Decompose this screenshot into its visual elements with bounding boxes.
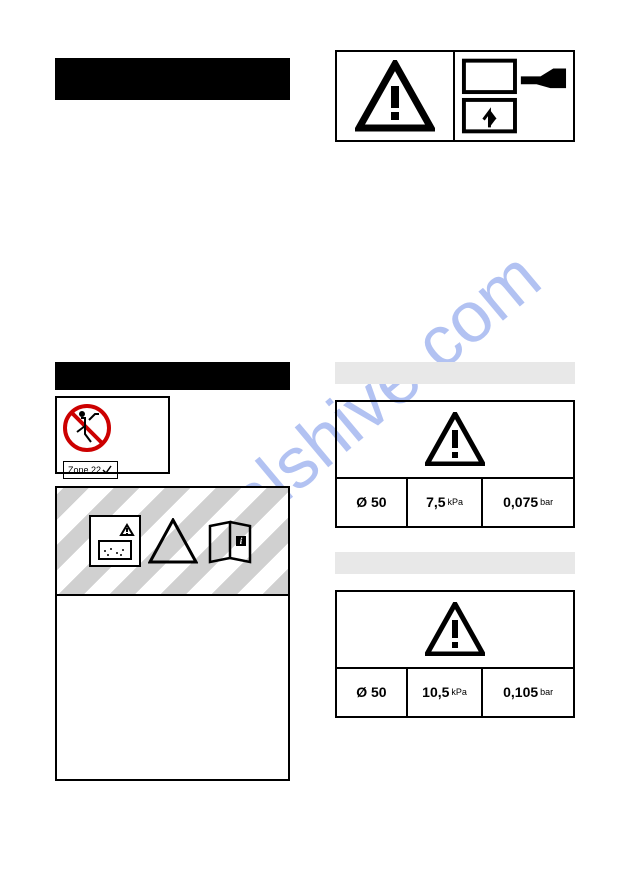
header-black-box-1 bbox=[55, 58, 290, 100]
caution-triangle-icon bbox=[147, 515, 199, 567]
pressure2-unit-2: bar bbox=[540, 687, 553, 697]
header-black-box-2 bbox=[55, 362, 290, 390]
manual-info-icon: i bbox=[205, 515, 257, 567]
warning-triangle-icon bbox=[337, 52, 455, 140]
zone-label-text: Zone 22 bbox=[68, 465, 101, 475]
pressure2-value-2: 0,105 bbox=[503, 684, 538, 700]
pressure1-unit-1: kPa bbox=[448, 497, 464, 507]
gray-divider-1 bbox=[335, 362, 575, 384]
pressure-spec-box-1: Ø 50 7,5 kPa 0,075 bar bbox=[335, 400, 575, 528]
pressure-bar-cell-1: 0,075 bar bbox=[483, 479, 573, 526]
pressure-kpa-cell-1: 7,5 kPa bbox=[408, 479, 484, 526]
content-white-box bbox=[55, 596, 290, 781]
gray-divider-2 bbox=[335, 552, 575, 574]
pressure1-unit-2: kPa bbox=[451, 687, 467, 697]
checkmark-icon bbox=[101, 464, 113, 476]
diameter-cell-1: Ø 50 bbox=[337, 479, 408, 526]
no-vacuum-person-icon bbox=[63, 404, 111, 452]
pressure2-unit-1: bar bbox=[540, 497, 553, 507]
hand-hazard-icon bbox=[455, 52, 573, 140]
dust-warning-icon bbox=[89, 515, 141, 567]
pressure1-value-1: 7,5 bbox=[426, 494, 445, 510]
pictogram-warning-box bbox=[335, 50, 575, 142]
zone-certification-box: Zone 22 bbox=[55, 396, 170, 474]
diameter-cell-2: Ø 50 bbox=[337, 669, 408, 716]
pressure1-value-2: 10,5 bbox=[422, 684, 449, 700]
pressure-bar-cell-2: 0,105 bar bbox=[483, 669, 573, 716]
pressure-spec-box-2: Ø 50 10,5 kPa 0,105 bar bbox=[335, 590, 575, 718]
zone-22-label: Zone 22 bbox=[63, 461, 118, 479]
hazard-stripes-panel: i bbox=[55, 486, 290, 596]
warning-icon-1 bbox=[337, 402, 573, 479]
pressure-kpa-cell-2: 10,5 kPa bbox=[408, 669, 484, 716]
warning-icon-2 bbox=[337, 592, 573, 669]
pressure2-value-1: 0,075 bbox=[503, 494, 538, 510]
